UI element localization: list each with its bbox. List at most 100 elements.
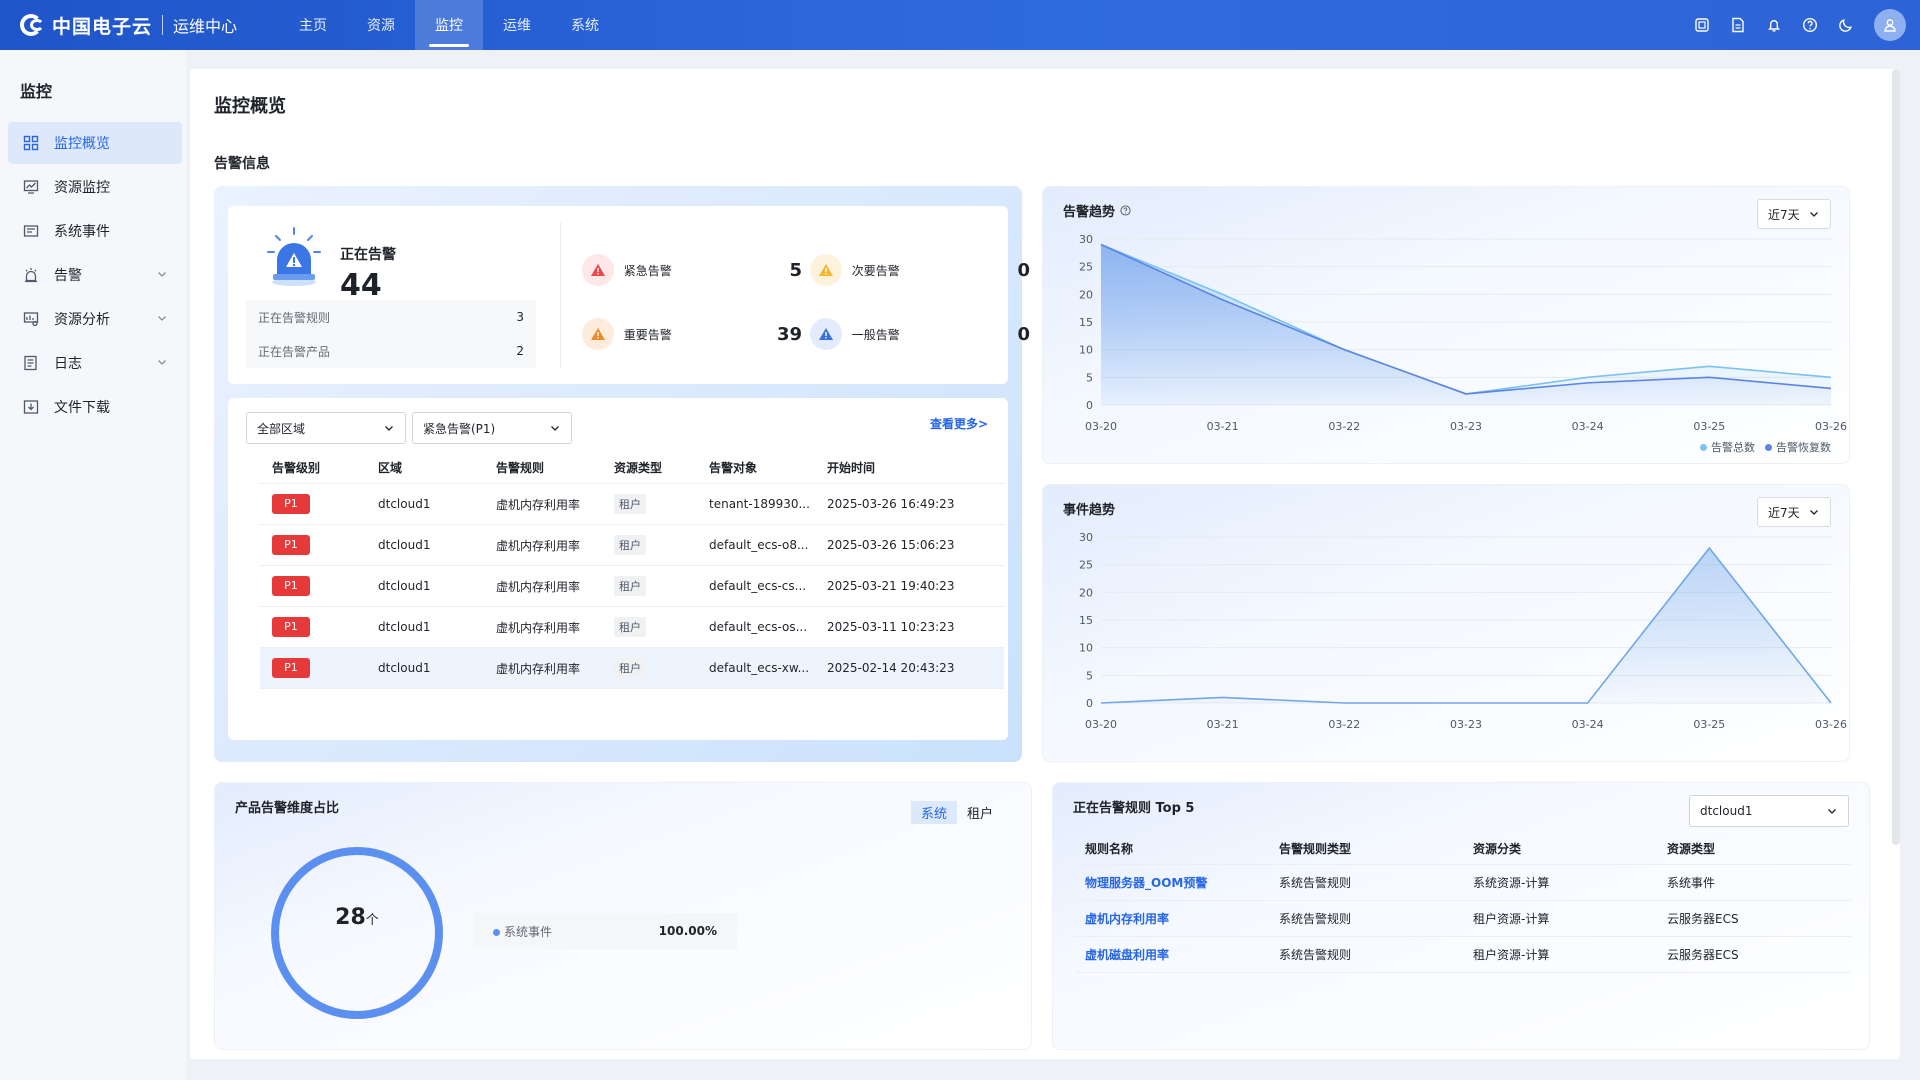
chevron-down-icon[interactable] (156, 268, 168, 284)
warning-icon (582, 254, 614, 286)
x-tick-label: 03-22 (1328, 718, 1360, 731)
sidebar-item-label: 资源分析 (54, 312, 110, 328)
table-row[interactable]: P1 dtcloud1 虚机内存利用率 租户 tenant-189930... 2025-… (260, 484, 1004, 525)
warning-icon (810, 254, 842, 286)
help-icon[interactable] (1792, 0, 1828, 50)
y-tick-label: 30 (1079, 233, 1093, 246)
sidebar-item-resource-analysis[interactable]: 资源分析 (8, 298, 182, 340)
alert-trend-chart: 0 5 10 15 20 25 30 03-20 03-21 03-22 03-23 03-24 03-… (1079, 233, 1847, 433)
bell-icon[interactable] (1756, 0, 1792, 50)
cec-logo-icon (20, 14, 48, 36)
severity-normal[interactable]: 一般告警 0 (810, 314, 1030, 354)
chevron-down-icon (1810, 212, 1818, 217)
alerting-total: 44 (340, 268, 382, 303)
time-range-select[interactable]: 近7天 (1757, 199, 1831, 229)
alerting-rules-row: 正在告警规则 3 (246, 300, 536, 334)
sidebar-item-alerts[interactable]: 告警 (8, 254, 182, 296)
y-tick-label: 20 (1079, 586, 1093, 599)
level-badge: P1 (272, 617, 310, 637)
sidebar-item-system-events[interactable]: 系统事件 (8, 210, 182, 252)
event-trend-card: 事件趋势 近7天 0 5 10 15 20 25 30 03-20 03-21 03-22 03-2… (1042, 484, 1850, 762)
x-tick-label: 03-25 (1693, 420, 1725, 433)
nav-home[interactable]: 主页 (299, 18, 328, 34)
region-select[interactable]: 全部区域 (246, 412, 406, 444)
sidebar-item-label: 监控概览 (54, 136, 110, 152)
severity-major[interactable]: 重要告警 39 (582, 314, 802, 354)
card-title: 产品告警维度占比 (235, 801, 340, 816)
rule-link[interactable]: 物理服务器_OOM预警 (1085, 876, 1208, 890)
main-nav: 主页 资源 监控 运维 系统 (279, 0, 619, 50)
severity-minor[interactable]: 次要告警 0 (810, 250, 1030, 290)
donut-total: 28个 (335, 905, 379, 930)
nav-system[interactable]: 系统 (571, 18, 600, 34)
level-badge: P1 (272, 576, 310, 596)
time-range-select[interactable]: 近7天 (1757, 497, 1831, 527)
tab-system[interactable]: 系统 (910, 801, 957, 824)
scrollbar[interactable] (1892, 69, 1900, 845)
y-tick-label: 15 (1079, 614, 1093, 627)
dark-mode-icon[interactable] (1828, 0, 1864, 50)
alert-trend-card: 告警趋势 近7天 0 5 10 15 20 25 30 03-20 03-21 03-22 03-2… (1042, 186, 1850, 464)
tab-tenant[interactable]: 租户 (966, 807, 993, 822)
x-tick-label: 03-23 (1450, 718, 1482, 731)
sidebar-item-resource-monitor[interactable]: 资源监控 (8, 166, 182, 208)
ratio-legend-row: 系统事件 100.00% (473, 913, 737, 949)
chevron-down-icon[interactable] (156, 356, 168, 372)
severity-critical[interactable]: 紧急告警 5 (582, 250, 802, 290)
donut-ring (271, 847, 443, 1019)
x-tick-label: 03-21 (1207, 718, 1239, 731)
alarm-bell-icon (266, 226, 322, 292)
rule-link[interactable]: 虚机磁盘利用率 (1085, 948, 1170, 962)
sidebar-item-logs[interactable]: 日志 (8, 342, 182, 384)
table-header: 规则名称 告警规则类型 资源分类 资源类型 (1075, 833, 1851, 865)
warning-icon (810, 318, 842, 350)
table-row[interactable]: P1 dtcloud1 虚机内存利用率 租户 default_ecs-xw... 2025… (260, 648, 1004, 689)
series-area (1101, 244, 1831, 405)
x-tick-label: 03-24 (1572, 718, 1604, 731)
nav-resources[interactable]: 资源 (367, 18, 396, 34)
level-badge: P1 (272, 494, 310, 514)
alerting-products-row: 正在告警产品 2 (246, 334, 536, 368)
level-badge: P1 (272, 535, 310, 555)
region-select[interactable]: dtcloud1 (1689, 795, 1849, 827)
alert-summary-card: 正在告警 44 正在告警规则 3 正在告警产品 2 紧急告警 5 次要告警 0 重要告警… (228, 206, 1030, 384)
user-avatar[interactable] (1874, 9, 1906, 41)
warning-icon (582, 318, 614, 350)
chevron-down-icon (1828, 809, 1836, 814)
log-icon (22, 354, 40, 372)
rule-link[interactable]: 虚机内存利用率 (1085, 912, 1170, 926)
y-tick-label: 10 (1079, 344, 1093, 357)
alert-info-panel: 正在告警 44 正在告警规则 3 正在告警产品 2 紧急告警 5 次要告警 0 重要告警… (214, 186, 1030, 762)
chart-title: 告警趋势 (1063, 201, 1131, 220)
level-select[interactable]: 紧急告警(P1) (412, 412, 572, 444)
donut-chart (271, 847, 443, 1019)
screen-icon[interactable] (1684, 0, 1720, 50)
chevron-down-icon[interactable] (156, 312, 168, 328)
table-row[interactable]: P1 dtcloud1 虚机内存利用率 租户 default_ecs-cs... 2025… (260, 566, 1004, 607)
top-rules-table: 规则名称 告警规则类型 资源分类 资源类型 物理服务器_OOM预警 系统告警规则 系统资源… (1075, 833, 1851, 973)
y-tick-label: 0 (1086, 399, 1093, 412)
nav-ops[interactable]: 运维 (503, 18, 532, 34)
event-trend-chart: 0 5 10 15 20 25 30 03-20 03-21 03-22 03-23 03-24 03-… (1079, 531, 1847, 731)
alert-table: 告警级别 区域 告警规则 资源类型 告警对象 开始时间 P1 dtcloud1 虚机内存利用率… (260, 452, 1004, 689)
sidebar-item-label: 文件下载 (54, 400, 110, 416)
brand-logo[interactable]: 中国电子云 运维中心 (20, 0, 237, 50)
x-tick-label: 03-22 (1328, 420, 1360, 433)
sidebar-item-label: 系统事件 (54, 224, 110, 240)
sidebar-item-file-download[interactable]: 文件下载 (8, 386, 182, 428)
chevron-down-icon (1810, 510, 1818, 515)
sidebar-item-overview[interactable]: 监控概览 (8, 122, 182, 164)
page-title: 监控概览 (214, 96, 286, 117)
product-ratio-card: 产品告警维度占比 系统 租户 28个 系统事件 100.00% (214, 782, 1032, 1050)
y-tick-label: 10 (1079, 642, 1093, 655)
sidebar-title: 监控 (20, 82, 53, 101)
download-icon (22, 398, 40, 416)
grid-icon (22, 134, 40, 152)
view-more-link[interactable]: 查看更多> (929, 417, 988, 431)
table-row[interactable]: P1 dtcloud1 虚机内存利用率 租户 default_ecs-os... 2025… (260, 607, 1004, 648)
nav-monitor[interactable]: 监控 (415, 0, 484, 50)
section-title: 告警信息 (214, 156, 270, 172)
table-row[interactable]: P1 dtcloud1 虚机内存利用率 租户 default_ecs-o8... 2025… (260, 525, 1004, 566)
x-tick-label: 03-23 (1450, 420, 1482, 433)
document-icon[interactable] (1720, 0, 1756, 50)
